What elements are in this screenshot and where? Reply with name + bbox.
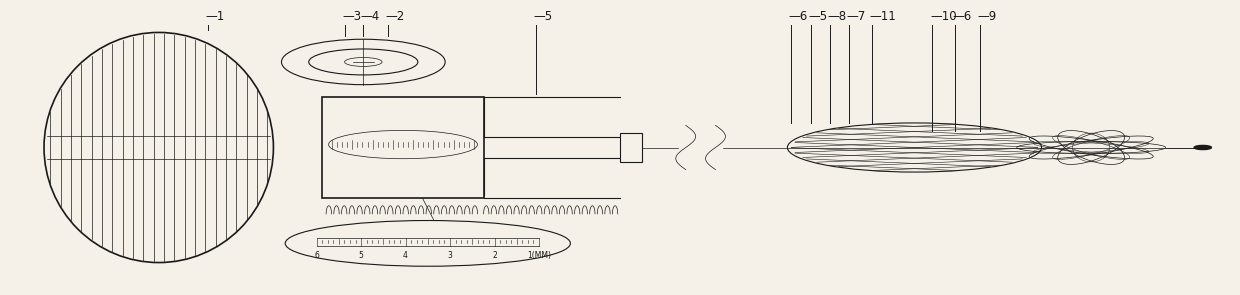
Text: 3: 3 xyxy=(448,251,453,260)
Text: —3: —3 xyxy=(342,10,361,23)
Text: 1(MM): 1(MM) xyxy=(527,251,551,260)
Circle shape xyxy=(1194,145,1211,150)
Text: —1: —1 xyxy=(206,10,226,23)
Bar xyxy=(620,133,642,162)
Text: —5: —5 xyxy=(533,10,552,23)
Text: —4: —4 xyxy=(361,10,381,23)
Text: —2: —2 xyxy=(386,10,405,23)
Text: —7: —7 xyxy=(847,10,867,23)
Ellipse shape xyxy=(309,49,418,75)
Text: —10: —10 xyxy=(930,10,956,23)
Text: 2: 2 xyxy=(492,251,497,260)
Text: —6: —6 xyxy=(789,10,808,23)
Text: 6: 6 xyxy=(314,251,319,260)
Bar xyxy=(322,97,484,198)
Text: 5: 5 xyxy=(358,251,363,260)
Ellipse shape xyxy=(285,221,570,266)
Text: —5: —5 xyxy=(808,10,827,23)
Text: 4: 4 xyxy=(403,251,408,260)
Text: —9: —9 xyxy=(977,10,997,23)
Ellipse shape xyxy=(281,39,445,85)
Text: —6: —6 xyxy=(952,10,972,23)
Ellipse shape xyxy=(329,130,477,159)
Text: —11: —11 xyxy=(869,10,897,23)
Text: —8: —8 xyxy=(827,10,846,23)
